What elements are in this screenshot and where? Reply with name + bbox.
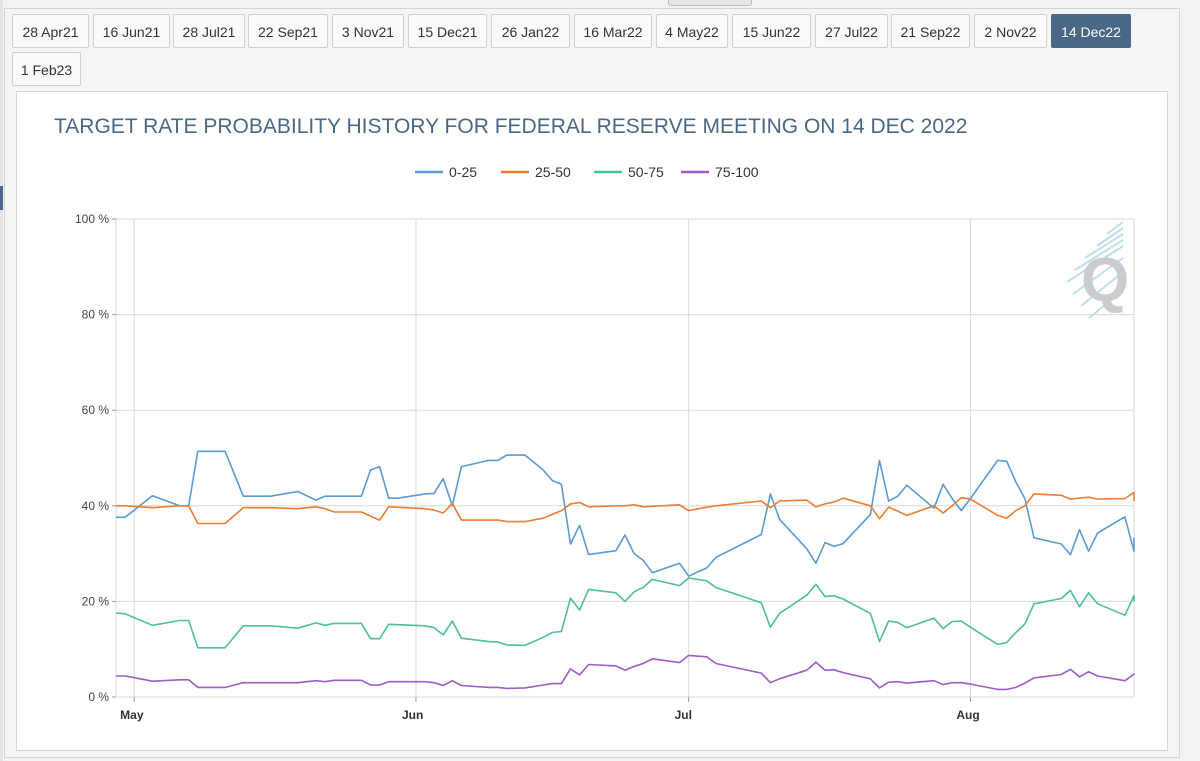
y-tick-label: 0 % bbox=[88, 690, 109, 704]
series-line-75-100 bbox=[116, 654, 1135, 691]
left-edge-indicator bbox=[0, 186, 3, 210]
tab-22-sep21[interactable]: 22 Sep21 bbox=[248, 14, 328, 48]
tab-1-feb23[interactable]: 1 Feb23 bbox=[12, 52, 81, 86]
y-tick-label: 40 % bbox=[82, 499, 110, 513]
legend-item-label[interactable]: 25-50 bbox=[535, 164, 571, 180]
top-collapse-handle[interactable] bbox=[668, 0, 752, 6]
tab-28-jul21[interactable]: 28 Jul21 bbox=[173, 14, 245, 48]
tab-27-jul22[interactable]: 27 Jul22 bbox=[815, 14, 888, 48]
tab-21-sep22[interactable]: 21 Sep22 bbox=[891, 14, 970, 48]
legend-item-label[interactable]: 0-25 bbox=[449, 164, 477, 180]
tab-16-mar22[interactable]: 16 Mar22 bbox=[574, 14, 652, 48]
probability-chart: TARGET RATE PROBABILITY HISTORY FOR FEDE… bbox=[54, 115, 1135, 722]
tab-2-nov22[interactable]: 2 Nov22 bbox=[974, 14, 1047, 48]
chart-grid bbox=[112, 218, 1135, 702]
chart-panel: TARGET RATE PROBABILITY HISTORY FOR FEDE… bbox=[16, 91, 1168, 751]
tab-15-jun22[interactable]: 15 Jun22 bbox=[732, 14, 811, 48]
x-tick-label: May bbox=[120, 708, 144, 722]
tab-28-apr21[interactable]: 28 Apr21 bbox=[12, 14, 89, 48]
chart-legend: 0-25 25-50 50-75 75-100 bbox=[415, 164, 759, 180]
x-tick-label: Jul bbox=[675, 708, 692, 722]
chart-series-lines bbox=[115, 450, 1135, 691]
tab-16-jun21[interactable]: 16 Jun21 bbox=[93, 14, 170, 48]
x-tick-label: Jun bbox=[402, 708, 423, 722]
y-tick-label: 20 % bbox=[82, 594, 110, 608]
left-edge-strip bbox=[0, 0, 3, 761]
tab-15-dec21[interactable]: 15 Dec21 bbox=[408, 14, 487, 48]
watermark-q-glyph: Q bbox=[1081, 246, 1129, 315]
legend-item-label[interactable]: 50-75 bbox=[628, 164, 664, 180]
x-tick-label: Aug bbox=[956, 708, 979, 722]
tab-4-may22[interactable]: 4 May22 bbox=[656, 14, 728, 48]
y-tick-label: 100 % bbox=[75, 212, 109, 226]
y-tick-label: 80 % bbox=[82, 308, 110, 322]
legend-item-label[interactable]: 75-100 bbox=[715, 164, 759, 180]
y-tick-label: 60 % bbox=[82, 403, 110, 417]
series-line-25-50 bbox=[116, 491, 1135, 525]
tab-14-dec22[interactable]: 14 Dec22 bbox=[1051, 14, 1131, 48]
series-line-0-25 bbox=[116, 450, 1135, 577]
series-line-50-75 bbox=[115, 577, 1135, 649]
tab-3-nov21[interactable]: 3 Nov21 bbox=[332, 14, 404, 48]
axis-tick-labels: 0 % 20 % 40 % 60 % 80 % 100 % May Jun Jul Aug bbox=[75, 212, 980, 722]
chart-title: TARGET RATE PROBABILITY HISTORY FOR FEDE… bbox=[54, 115, 967, 138]
quikstrike-q-logo: Q bbox=[1066, 221, 1129, 319]
tab-26-jan22[interactable]: 26 Jan22 bbox=[491, 14, 570, 48]
